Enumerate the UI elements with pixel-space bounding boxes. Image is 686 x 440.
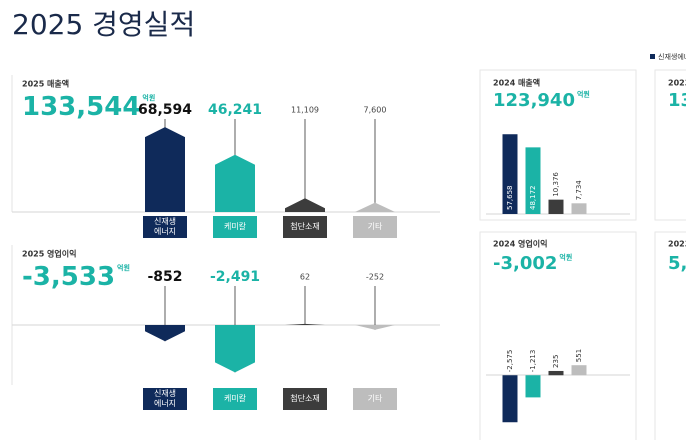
bar — [525, 147, 541, 214]
bar — [548, 370, 564, 376]
chart-title: 2024 매출액 — [493, 78, 540, 88]
page-title: 2025 경영실적 — [12, 8, 195, 41]
value-label: 68,594 — [138, 102, 192, 118]
panel-title: 2023 — [668, 79, 686, 88]
bar — [215, 154, 255, 212]
chart-title: 2025 매출액 — [22, 79, 69, 89]
total: 133,544 억원 — [22, 92, 155, 122]
total: -3,002 억원 — [493, 253, 572, 274]
value-label: 10,376 — [552, 172, 560, 197]
category-label: 첨단소재 — [283, 388, 327, 410]
bar — [145, 127, 185, 212]
value-label: 235 — [552, 355, 560, 368]
panel — [654, 69, 686, 221]
bar — [571, 203, 587, 214]
value-label: -252 — [366, 273, 384, 282]
total-unit: 억원 — [117, 263, 130, 272]
total-unit: 억원 — [577, 90, 590, 99]
value-label: -1,213 — [529, 350, 537, 373]
legend-swatch — [650, 54, 655, 59]
bar — [525, 375, 541, 398]
bar — [502, 134, 518, 214]
total-value: 123,940 — [493, 90, 575, 111]
value-label: 7,600 — [364, 106, 387, 115]
value-label: 11,109 — [291, 106, 319, 115]
bar — [285, 198, 325, 212]
value-label: -2,491 — [210, 269, 260, 285]
total: -3,533 억원 — [22, 262, 130, 292]
category-label: 케미칼 — [213, 388, 257, 410]
bar — [548, 199, 564, 214]
category-label: 케미칼 — [213, 216, 257, 238]
chart-title: 2024 영업이익 — [493, 239, 548, 249]
bar — [145, 325, 185, 342]
value-label: 57,658 — [506, 186, 514, 211]
bar — [215, 325, 255, 373]
value-label: -852 — [147, 269, 182, 285]
chart-title: 2025 영업이익 — [22, 249, 77, 259]
total-unit: 억원 — [559, 253, 572, 262]
total: 123,940 억원 — [493, 90, 590, 111]
category-label: 첨단소재 — [283, 216, 327, 238]
value-label: -2,575 — [506, 350, 514, 373]
panel — [654, 231, 686, 440]
bar — [502, 375, 518, 423]
value-label: 48,172 — [529, 186, 537, 211]
value-label: 62 — [300, 273, 310, 282]
value-label: 551 — [575, 349, 583, 362]
panel-title: 2023 — [668, 240, 686, 249]
value-label: 46,241 — [208, 102, 262, 118]
bar — [355, 202, 395, 212]
total-value: 133,544 — [22, 92, 140, 122]
category-label: 기타 — [353, 388, 397, 410]
category-label: 기타 — [353, 216, 397, 238]
value-label: 7,734 — [575, 180, 583, 201]
panel-total: 5, — [668, 253, 686, 274]
category-label: 신재생 에너지 — [143, 216, 187, 238]
bar — [355, 325, 395, 330]
bar — [571, 365, 587, 376]
bar — [285, 323, 325, 325]
panel-total: 13 — [668, 90, 686, 111]
total-value: -3,002 — [493, 253, 557, 274]
total-unit: 억원 — [142, 93, 155, 102]
total-value: -3,533 — [22, 262, 115, 292]
category-label: 신재생 에너지 — [143, 388, 187, 410]
